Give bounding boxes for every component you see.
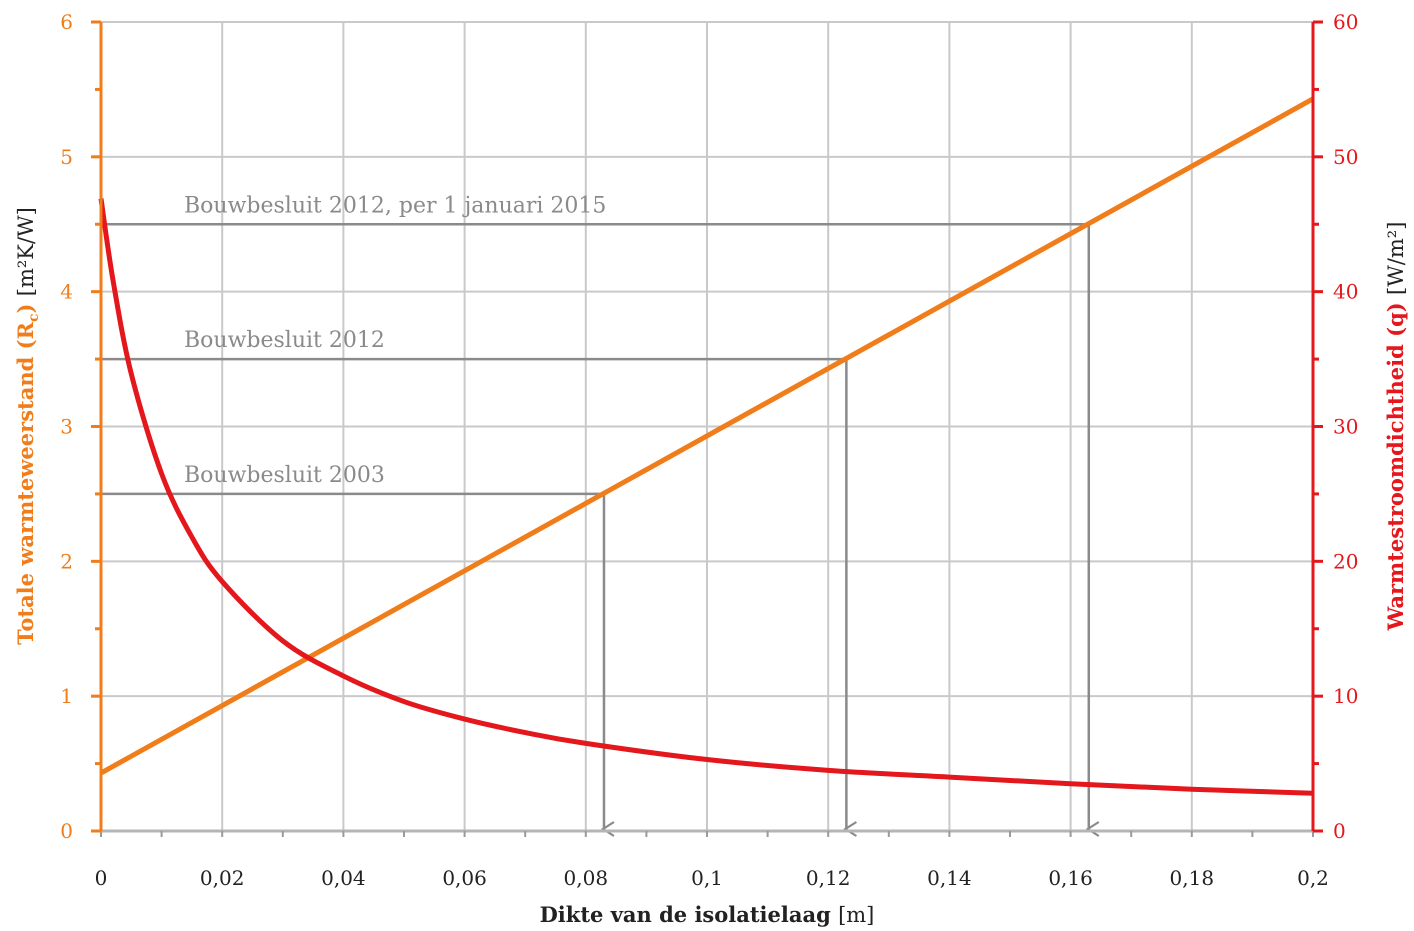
y-left-tick-label: 5	[60, 145, 73, 169]
x-axis-title: Dikte van de isolatielaag [m]	[540, 902, 875, 927]
x-axis-title-unit: [m]	[838, 903, 874, 927]
y-right-axis-title: Warmtestroomdichtheid (q) [W/m²]	[1383, 222, 1408, 632]
y-right-tick-label: 10	[1333, 684, 1358, 708]
series-line-rc	[99, 96, 1315, 776]
y-left-axis-title-unit: [m²K/W]	[14, 207, 38, 296]
y-right-tick-label: 0	[1333, 819, 1346, 843]
y-left-tick-label: 1	[60, 684, 73, 708]
x-axis-title-main: Dikte van de isolatielaag	[540, 902, 838, 927]
y-left-tick-label: 6	[60, 10, 73, 34]
x-tick-label: 0,18	[1170, 866, 1215, 890]
grid	[101, 21, 1313, 831]
y-right-tick-label: 60	[1333, 10, 1358, 34]
y-left-axis-title: Totale warmteweerstand (Rc) [m²K/W]	[13, 207, 42, 645]
y-left-tick-label: 0	[60, 819, 73, 843]
y-right-tick-label: 40	[1333, 280, 1358, 304]
y-right-axis-title-unit: [W/m²]	[1384, 222, 1408, 295]
series-line-q	[98, 198, 1314, 796]
y-left-tick-label: 3	[60, 415, 73, 439]
x-tick-label: 0,2	[1297, 866, 1329, 890]
x-tick-label: 0,04	[321, 866, 366, 890]
x-tick-label: 0,1	[691, 866, 723, 890]
reference-lines	[101, 223, 1089, 829]
y-left-tick-label: 4	[60, 280, 73, 304]
y-left-axis-title-sub: c	[26, 313, 42, 322]
x-tick-label: 0	[95, 866, 108, 890]
x-tick-label: 0,02	[200, 866, 245, 890]
axes	[91, 20, 1323, 837]
x-tick-label: 0,08	[564, 866, 609, 890]
y-right-tick-label: 20	[1333, 549, 1358, 573]
x-tick-label: 0,12	[806, 866, 851, 890]
reference-label: Bouwbesluit 2012	[184, 328, 385, 353]
y-right-tick-label: 50	[1333, 145, 1358, 169]
y-left-tick-label: 2	[60, 549, 73, 573]
x-tick-label: 0,06	[442, 866, 487, 890]
x-tick-label: 0,14	[927, 866, 972, 890]
x-tick-label: 0,16	[1048, 866, 1093, 890]
reference-label: Bouwbesluit 2003	[184, 463, 385, 488]
y-right-tick-label: 30	[1333, 415, 1358, 439]
y-right-axis-title-main: Warmtestroomdichtheid (q)	[1383, 295, 1408, 631]
y-left-axis-title-main: Totale warmteweerstand (R	[13, 321, 38, 644]
y-left-axis-title-close: )	[13, 296, 38, 313]
series	[98, 96, 1315, 796]
labels: Bouwbesluit 2012, per 1 januari 2015 Bouw…	[13, 10, 1408, 927]
reference-label: Bouwbesluit 2012, per 1 januari 2015	[184, 193, 606, 218]
